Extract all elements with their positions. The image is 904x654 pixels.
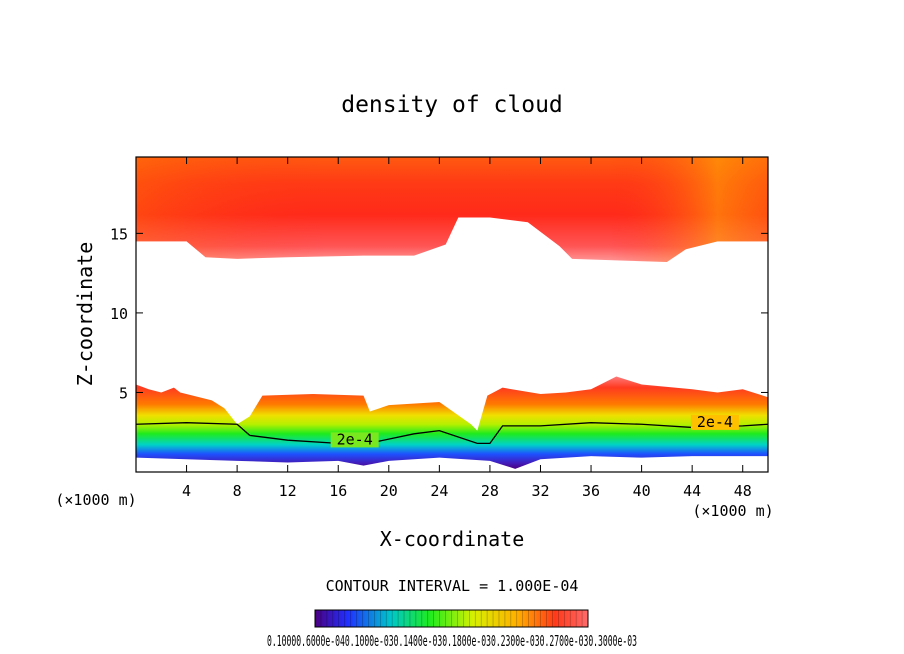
contour-interval: CONTOUR INTERVAL = 1.000E-04 xyxy=(326,577,579,595)
plot-area: 2e-4 2e-4 xyxy=(136,157,768,469)
chart-title: density of cloud xyxy=(341,92,563,118)
y-axis-ticks: 5 10 15 xyxy=(110,225,768,402)
x-tick-label: 4 xyxy=(182,482,191,500)
colorbar-ticks xyxy=(320,610,583,627)
x-tick-label: 8 xyxy=(233,482,242,500)
colorbar-labels: 0.10000.6000e-040.1000e-030.1400e-030.18… xyxy=(267,632,637,650)
x-tick-label: 20 xyxy=(380,482,398,500)
x-tick-label: 48 xyxy=(734,482,752,500)
x-tick-label: 12 xyxy=(279,482,297,500)
x-tick-label: 16 xyxy=(329,482,347,500)
x-axis-ticks: 4 8 12 16 20 24 28 32 36 40 44 48 xyxy=(182,157,752,500)
contour-line-2e-4 xyxy=(136,422,768,445)
x-tick-label: 44 xyxy=(683,482,701,500)
x-unit-left: (×1000 m) xyxy=(55,491,136,509)
y-tick-label: 5 xyxy=(119,384,128,402)
y-tick-label: 10 xyxy=(110,305,128,323)
colorbar-frame xyxy=(314,609,589,628)
y-tick-label: 15 xyxy=(110,225,128,243)
contour-label-bg xyxy=(690,414,739,430)
y-axis-label: Z-coordinate xyxy=(73,242,97,387)
plot-frame xyxy=(135,156,769,473)
upper-cloud-layer-shading xyxy=(136,157,768,262)
contour-label-bg xyxy=(330,432,379,448)
colorbar xyxy=(315,610,588,627)
x-tick-label: 40 xyxy=(633,482,651,500)
x-unit-right: (×1000 m) xyxy=(692,502,773,520)
contour-label: 2e-4 xyxy=(337,430,373,448)
contour-label: 2e-4 xyxy=(697,413,733,431)
contour-labels: 2e-4 2e-4 xyxy=(330,413,739,448)
x-tick-label: 28 xyxy=(481,482,499,500)
x-tick-label: 32 xyxy=(531,482,549,500)
x-axis-label: X-coordinate xyxy=(380,527,525,551)
lower-cloud-layer xyxy=(136,376,768,469)
x-tick-label: 36 xyxy=(582,482,600,500)
x-tick-label: 24 xyxy=(430,482,448,500)
